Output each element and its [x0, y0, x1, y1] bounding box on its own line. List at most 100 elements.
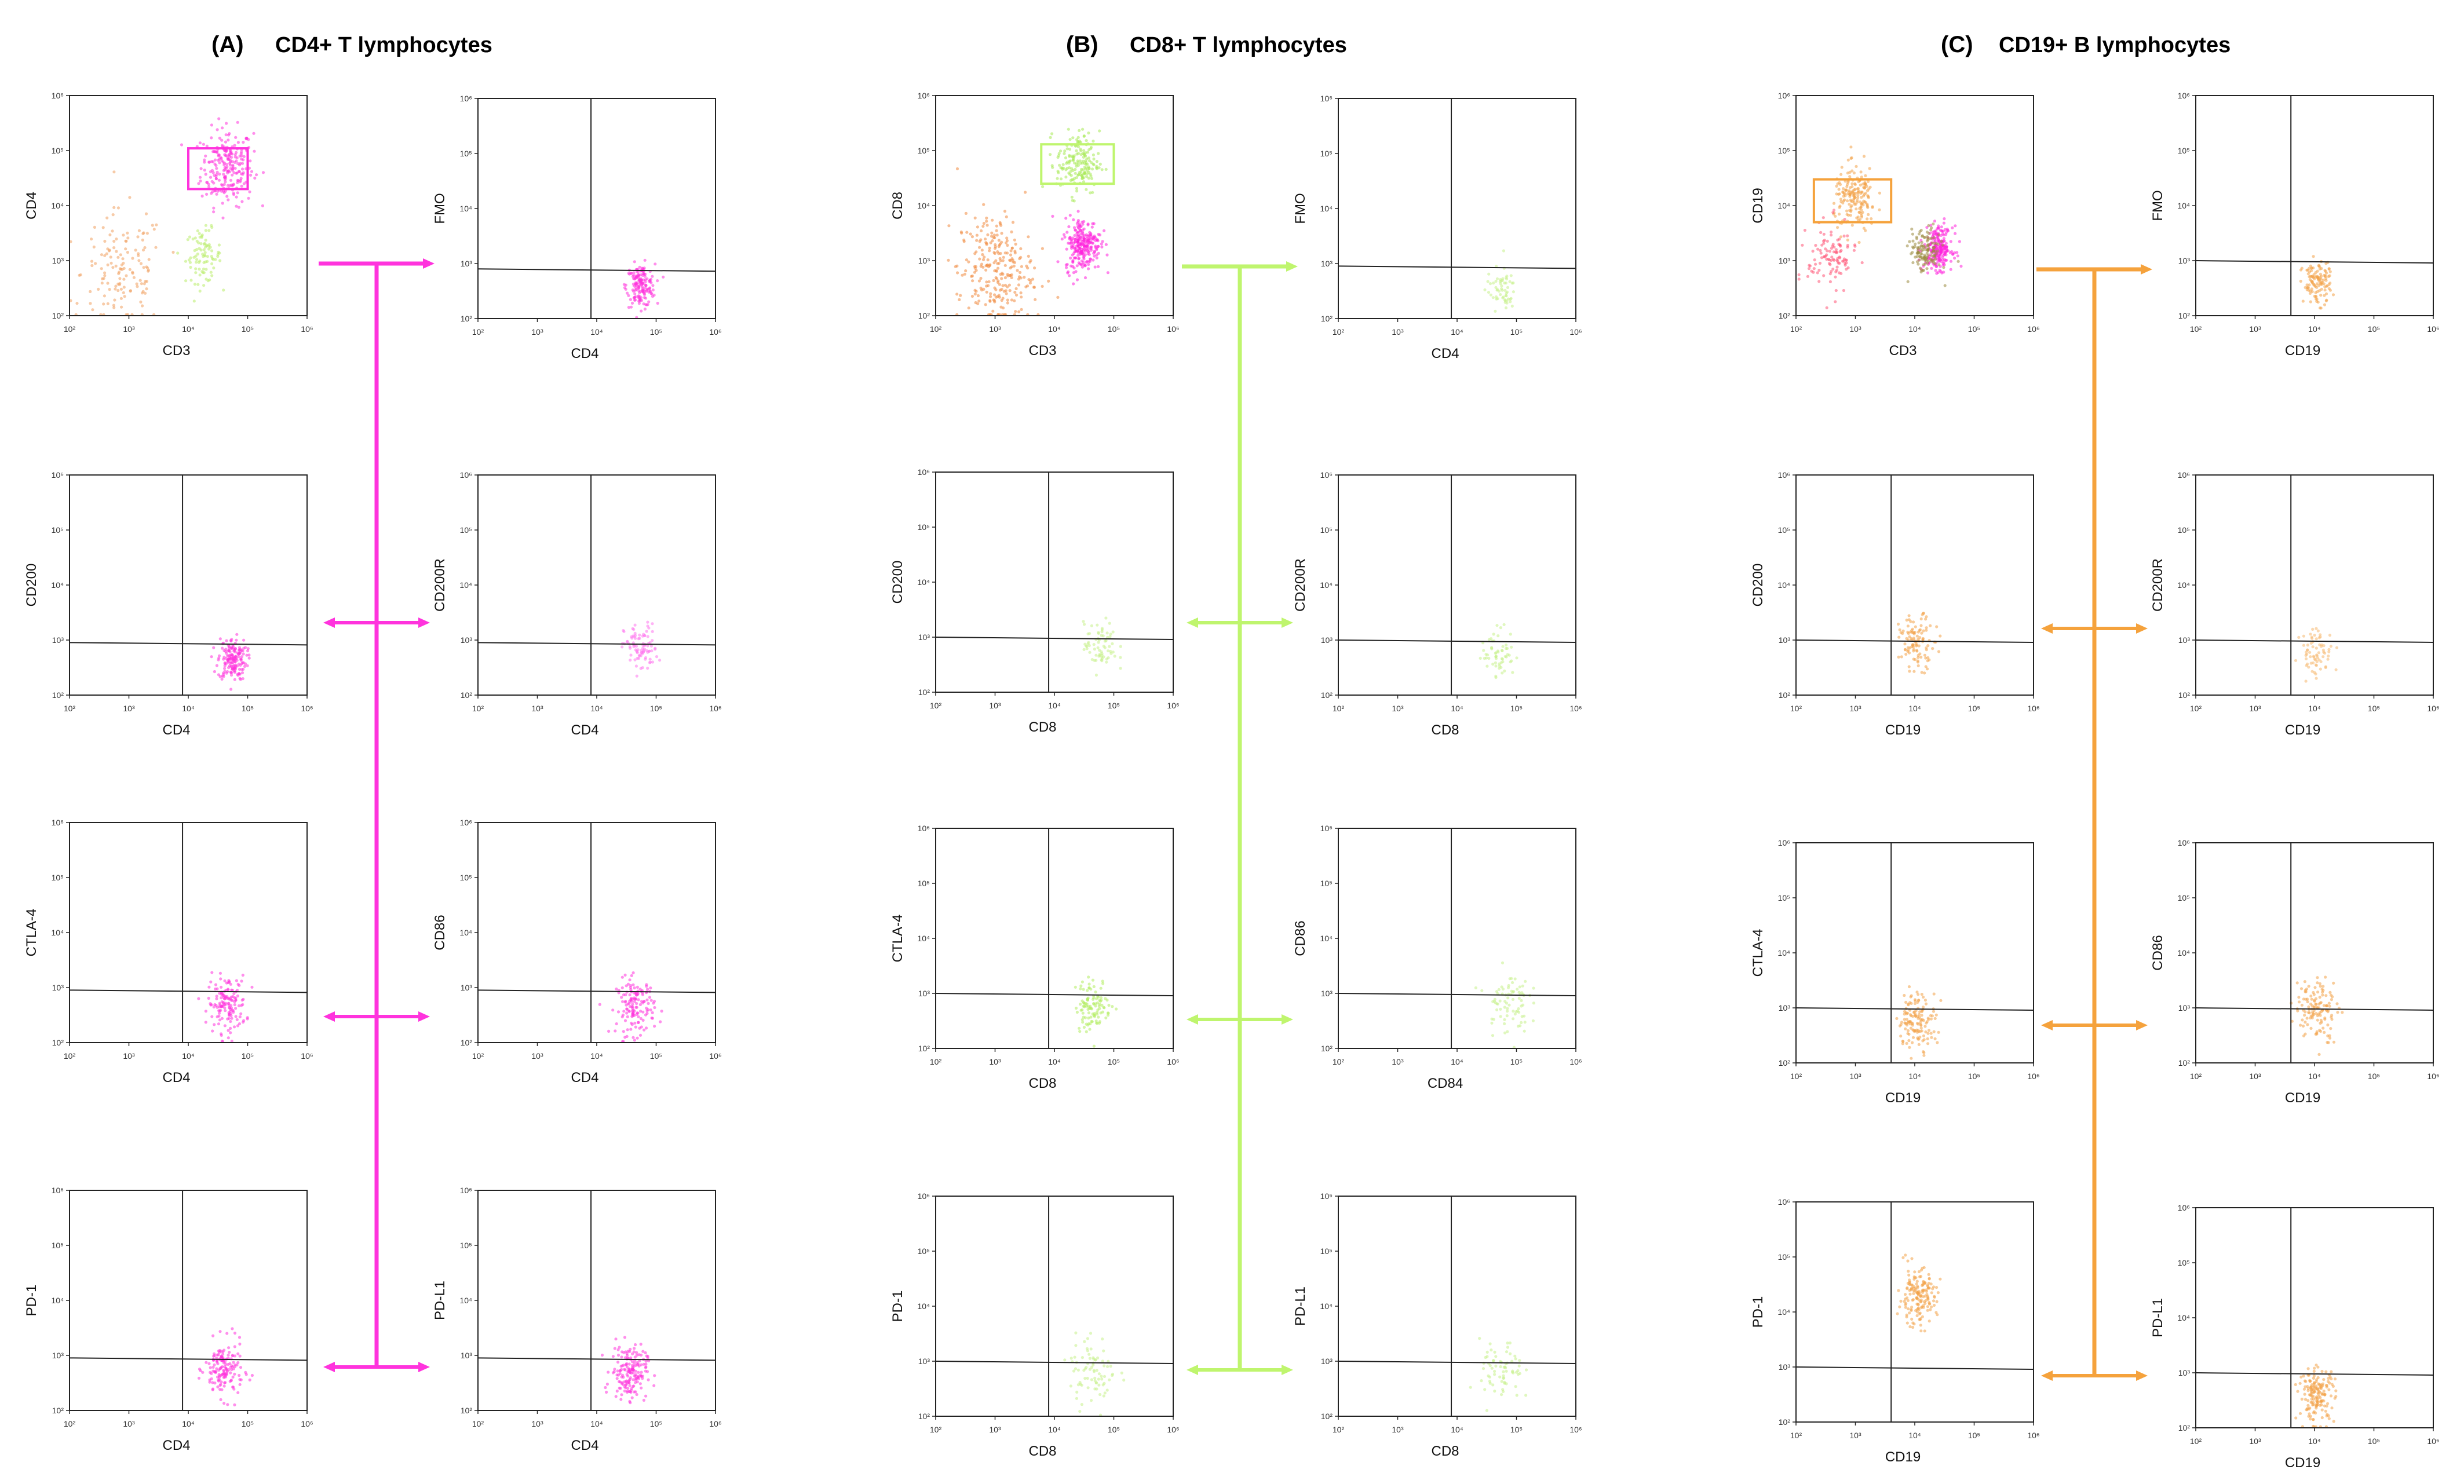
event-dot — [240, 662, 243, 666]
event-dot — [1074, 270, 1078, 273]
event-dot — [1897, 635, 1901, 639]
event-dot — [138, 279, 142, 282]
event-dot — [645, 290, 648, 293]
event-dot — [1493, 1369, 1496, 1373]
event-dot — [1096, 646, 1100, 649]
event-dot — [633, 1361, 636, 1365]
event-dot — [1932, 232, 1936, 236]
event-dot — [993, 251, 996, 255]
event-dot — [1813, 258, 1816, 262]
event-dot — [651, 1011, 654, 1014]
event-dot — [2308, 650, 2312, 654]
event-dot — [652, 294, 656, 297]
event-dot — [1896, 622, 1900, 626]
event-dot — [2328, 1036, 2332, 1040]
event-dot — [1085, 261, 1088, 264]
event-dot — [2312, 999, 2316, 1002]
event-dot — [2326, 657, 2330, 661]
event-dot — [2299, 987, 2304, 990]
event-dot — [114, 284, 118, 288]
event-dot — [651, 622, 654, 626]
event-dot — [607, 1029, 611, 1033]
event-dot — [1490, 1017, 1494, 1021]
event-dot — [995, 233, 999, 237]
event-dot — [2324, 271, 2328, 275]
event-dot — [224, 1372, 227, 1375]
event-dot — [1105, 660, 1108, 664]
y-tick-label: 10⁵ — [1778, 893, 1790, 902]
event-dot — [991, 239, 994, 243]
event-dot — [1837, 188, 1841, 191]
x-tick-label: 10⁵ — [242, 324, 254, 334]
y-tick-label: 10³ — [918, 1357, 930, 1366]
event-dot — [645, 998, 649, 1001]
event-dot — [1517, 1010, 1521, 1014]
event-dot — [1925, 231, 1929, 234]
event-dot — [649, 1008, 652, 1012]
event-dot — [2307, 666, 2310, 669]
x-tick-label: 10² — [64, 704, 76, 713]
event-dot — [1103, 646, 1107, 649]
event-dot — [645, 1009, 649, 1013]
event-dot — [1932, 992, 1936, 996]
event-dot — [1492, 1359, 1495, 1362]
event-dot — [2321, 1382, 2325, 1386]
event-dot — [614, 1029, 617, 1033]
event-dot — [1082, 149, 1086, 152]
event-dot — [947, 258, 950, 262]
event-dot — [229, 156, 233, 159]
event-dot — [1098, 1392, 1102, 1397]
x-tick-label: 10² — [1333, 1057, 1345, 1066]
event-dot — [1929, 1282, 1933, 1286]
event-dot — [967, 260, 970, 264]
event-dot — [238, 1022, 241, 1026]
event-dot — [1087, 1022, 1090, 1026]
event-dot — [197, 1376, 201, 1380]
event-dot — [1490, 1348, 1493, 1352]
event-dot — [1923, 262, 1927, 266]
event-dot — [1068, 214, 1072, 217]
event-dot — [1089, 191, 1092, 195]
event-dot — [1806, 275, 1809, 278]
event-dot — [1505, 1369, 1508, 1373]
event-dot — [639, 1017, 643, 1021]
event-dot — [2308, 277, 2312, 282]
event-dot — [145, 280, 148, 283]
event-dot — [639, 667, 643, 670]
event-dot — [1106, 271, 1109, 275]
event-dot — [993, 300, 996, 304]
event-dot — [1924, 1002, 1928, 1006]
event-dot — [1020, 295, 1023, 299]
event-dot — [233, 144, 236, 147]
event-dot — [1488, 282, 1492, 286]
event-dot — [1072, 157, 1075, 160]
event-dot — [1082, 237, 1086, 240]
event-dot — [998, 222, 1002, 226]
event-dot — [1074, 1006, 1078, 1010]
event-dot — [1019, 291, 1023, 295]
event-dot — [998, 243, 1001, 247]
x-tick-label: 10⁴ — [182, 1419, 195, 1428]
event-dot — [226, 1403, 229, 1406]
event-dot — [632, 271, 636, 275]
event-dot — [1903, 1018, 1906, 1021]
event-dot — [126, 231, 129, 235]
event-dot — [225, 162, 228, 166]
event-dot — [1816, 247, 1820, 251]
event-dot — [248, 190, 251, 193]
event-dot — [980, 248, 984, 252]
event-dot — [229, 1012, 233, 1015]
event-dot — [634, 645, 638, 648]
event-dot — [147, 258, 151, 261]
event-dot — [1933, 1295, 1936, 1298]
event-dot — [2333, 1377, 2337, 1381]
event-dot — [1001, 297, 1005, 300]
event-dot — [635, 649, 638, 653]
event-dot — [1898, 1305, 1901, 1308]
event-dot — [198, 235, 202, 239]
event-dot — [1918, 628, 1921, 632]
event-dot — [238, 667, 242, 671]
event-dot — [1083, 240, 1087, 244]
y-axis-label: CD86 — [1293, 920, 1308, 956]
event-dot — [622, 628, 625, 633]
